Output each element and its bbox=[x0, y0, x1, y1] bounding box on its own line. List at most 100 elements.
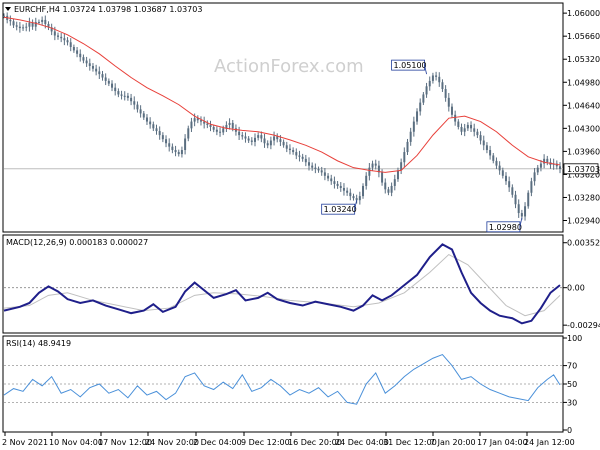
price-candle-body bbox=[145, 117, 148, 122]
price-candle-body bbox=[292, 150, 295, 153]
price-candle-body bbox=[196, 118, 199, 121]
price-candle-body bbox=[393, 179, 396, 186]
price-candle-body bbox=[422, 94, 425, 103]
price-candle-body bbox=[91, 65, 94, 69]
price-candle-body bbox=[476, 131, 479, 136]
rsi-y-tick-label: 0 bbox=[567, 426, 572, 435]
price-candle-body bbox=[524, 206, 527, 217]
price-candle-body bbox=[18, 26, 21, 29]
x-axis-tick-label: 7 Jan 20:00 bbox=[430, 438, 476, 447]
x-axis-tick-label: 24 Dec 04:00 bbox=[335, 438, 389, 447]
price-candle-body bbox=[44, 19, 47, 24]
price-candle-body bbox=[193, 118, 196, 122]
x-axis-tick-label: 9 Dec 12:00 bbox=[241, 438, 290, 447]
price-candle-body bbox=[435, 75, 438, 77]
price-moving-average-line bbox=[3, 16, 561, 173]
price-candle-body bbox=[330, 178, 333, 182]
price-candle-body bbox=[66, 40, 69, 43]
price-candle-body bbox=[419, 102, 422, 112]
price-candle-body bbox=[72, 47, 75, 51]
price-candle-body bbox=[495, 160, 498, 166]
current-price-label: 1.03703 bbox=[567, 165, 600, 174]
price-candle-body bbox=[184, 138, 187, 151]
price-candle-body bbox=[228, 122, 231, 125]
rsi-y-tick-label: 50 bbox=[567, 380, 577, 389]
rsi-panel-frame bbox=[2, 335, 564, 433]
rsi-y-tick-label: 30 bbox=[567, 398, 577, 407]
x-axis-tick-label: 10 Nov 04:00 bbox=[49, 438, 103, 447]
price-candle-body bbox=[130, 97, 133, 102]
price-candle-body bbox=[473, 128, 476, 132]
price-candle-body bbox=[508, 181, 511, 188]
x-axis-tick-label: 2 Nov 2021 bbox=[2, 438, 48, 447]
price-candle-body bbox=[250, 140, 253, 142]
rsi-header: RSI(14) 48.9419 bbox=[6, 339, 71, 348]
macd-panel-frame bbox=[2, 234, 564, 334]
price-candle-body bbox=[358, 196, 361, 201]
price-candle-body bbox=[349, 192, 352, 197]
x-axis-tick-label: 2 Dec 04:00 bbox=[193, 438, 242, 447]
price-candle-body bbox=[15, 25, 18, 27]
price-candle-body bbox=[365, 175, 368, 186]
x-axis-tick-label: 24 Nov 20:00 bbox=[145, 438, 199, 447]
price-candle-body bbox=[199, 120, 202, 122]
price-candle-body bbox=[498, 165, 501, 171]
price-candle-body bbox=[9, 19, 12, 22]
price-candle-body bbox=[161, 135, 164, 140]
macd-panel: 0.003529 0.00 -0.002942 bbox=[3, 239, 600, 330]
price-candle-body bbox=[276, 136, 279, 140]
price-candle-body bbox=[82, 57, 85, 61]
price-candle-body bbox=[266, 143, 269, 146]
price-candle-body bbox=[346, 190, 349, 193]
price-candle-body bbox=[53, 31, 56, 36]
price-candle-body bbox=[342, 187, 345, 191]
price-candle-body bbox=[76, 50, 79, 54]
price-annotation-connector bbox=[354, 200, 358, 210]
x-axis-tick-label: 17 Jan 04:00 bbox=[477, 438, 528, 447]
price-candle-body bbox=[492, 155, 495, 161]
price-candle-body bbox=[126, 95, 129, 98]
price-candle-body bbox=[406, 141, 409, 153]
price-candle-body bbox=[288, 148, 291, 151]
dropdown-triangle-icon[interactable] bbox=[5, 7, 11, 11]
price-candle-body bbox=[444, 89, 447, 98]
price-candle-body bbox=[28, 22, 31, 27]
rsi-y-tick-label: 70 bbox=[567, 362, 577, 371]
price-annotation-label: 1.02980 bbox=[489, 223, 522, 232]
x-axis-tick-label: 24 Jan 12:00 bbox=[524, 438, 575, 447]
price-candle-body bbox=[117, 91, 120, 95]
macd-y-tick-label: 0.003529 bbox=[567, 239, 600, 248]
price-candle-body bbox=[403, 152, 406, 163]
price-candle-body bbox=[479, 135, 482, 141]
macd-y-tick-label: 0.00 bbox=[567, 284, 585, 293]
price-panel: 1.06000 1.05660 1.05320 1.04980 1.04640 1.043… bbox=[3, 9, 600, 233]
price-candle-body bbox=[396, 170, 399, 180]
price-candle-body bbox=[34, 21, 37, 27]
price-candle-body bbox=[450, 106, 453, 115]
price-candle-body bbox=[107, 80, 110, 84]
price-candle-body bbox=[273, 136, 276, 141]
macd-header: MACD(12,26,9) 0.000183 0.000027 bbox=[6, 238, 148, 247]
price-candle-body bbox=[95, 68, 98, 72]
price-candle-body bbox=[539, 163, 542, 168]
price-candle-body bbox=[149, 121, 152, 125]
price-candle-body bbox=[168, 143, 171, 147]
price-candle-body bbox=[85, 60, 88, 64]
price-candle-body bbox=[441, 82, 444, 90]
price-candle-body bbox=[517, 204, 520, 214]
price-candle-body bbox=[31, 22, 34, 27]
price-candle-body bbox=[282, 141, 285, 146]
price-candle-body bbox=[225, 124, 228, 129]
price-candle-body bbox=[314, 167, 317, 170]
rsi-line bbox=[3, 353, 561, 405]
price-candle-body bbox=[536, 167, 539, 173]
price-candle-body bbox=[530, 181, 533, 193]
price-candle-body bbox=[165, 139, 168, 144]
price-annotation-connector bbox=[519, 217, 523, 227]
price-candle-body bbox=[139, 109, 142, 114]
price-candle-body bbox=[527, 192, 530, 207]
price-candle-body bbox=[298, 155, 301, 157]
watermark: ActionForex.com bbox=[214, 56, 364, 77]
price-candle-body bbox=[136, 104, 139, 110]
price-candle-body bbox=[520, 213, 523, 217]
